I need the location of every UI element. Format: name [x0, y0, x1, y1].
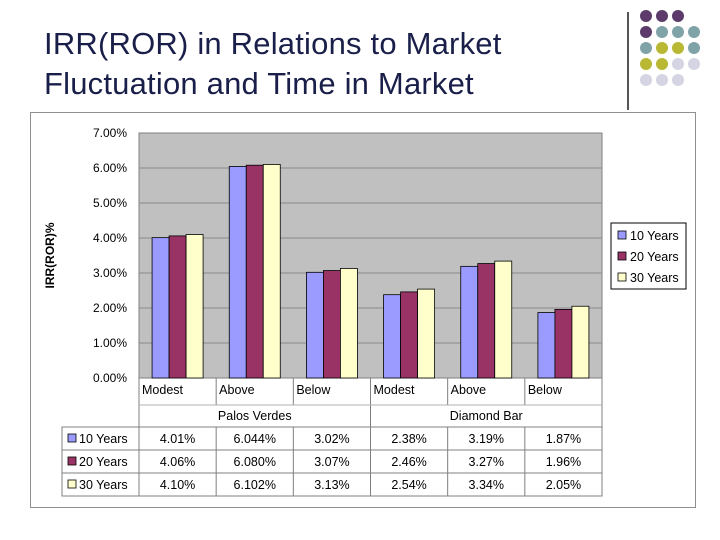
y-tick-label: 5.00%: [93, 196, 127, 210]
decorative-dot: [656, 10, 668, 22]
table-legend-key: [67, 479, 77, 489]
decorative-dot: [688, 26, 700, 38]
decorative-dot: [640, 26, 652, 38]
legend-swatch: [617, 272, 627, 282]
bar-20-years: [323, 270, 341, 379]
y-axis-title: IRR(ROR)%: [43, 222, 57, 288]
decorative-dot: [656, 74, 668, 86]
bar-20-years: [554, 308, 573, 379]
category-label: Below: [528, 383, 563, 397]
legend-label: 10 Years: [630, 229, 679, 243]
bar-30-years: [494, 260, 513, 379]
bar-20-years: [245, 164, 264, 379]
decorative-dot: [640, 74, 652, 86]
title-divider: [627, 12, 629, 110]
bar-30-years: [340, 268, 358, 379]
category-label: Below: [296, 383, 331, 397]
data-label: 3.07%: [314, 455, 349, 469]
chart: 0.00% 1.00% 2.00% 3.00% 4.00% 5.00% 6.00% 7.00%…: [30, 112, 696, 508]
decorative-dot: [672, 26, 684, 38]
decorative-dot: [656, 58, 668, 70]
data-label: 3.19%: [469, 432, 504, 446]
bar-30-years: [417, 288, 435, 379]
bar-10-years: [537, 312, 556, 379]
decorative-dot: [688, 42, 700, 54]
table-series-label: 30 Years: [79, 478, 128, 492]
data-label: 3.02%: [314, 432, 349, 446]
table-legend-key: [67, 456, 77, 466]
data-label: 2.46%: [391, 455, 426, 469]
data-label: 1.87%: [546, 432, 581, 446]
decorative-dot: [672, 10, 684, 22]
bar-10-years: [383, 294, 401, 379]
decorative-dot: [656, 42, 668, 54]
decorative-dot: [672, 58, 684, 70]
bar-30-years: [262, 164, 281, 379]
bar-20-years: [168, 235, 187, 379]
decorative-dot: [672, 74, 684, 86]
table-series-label: 10 Years: [79, 432, 128, 446]
decorative-dot: [640, 10, 652, 22]
table-border: [61, 426, 603, 497]
legend-label: 20 Years: [630, 250, 679, 264]
data-label: 2.54%: [391, 478, 426, 492]
y-tick-label: 2.00%: [93, 301, 127, 315]
decorative-dot: [672, 42, 684, 54]
category-label: Modest: [374, 383, 416, 397]
data-label: 4.06%: [160, 455, 195, 469]
group-label: Diamond Bar: [450, 409, 523, 423]
table-legend-key: [67, 433, 77, 443]
category-label: Above: [451, 383, 486, 397]
data-label: 3.34%: [469, 478, 504, 492]
data-label: 6.102%: [234, 478, 276, 492]
plot-area: [138, 132, 603, 379]
category-label: Modest: [142, 383, 184, 397]
decorative-dot: [656, 26, 668, 38]
legend-label: 30 Years: [630, 271, 679, 285]
y-tick-label: 4.00%: [93, 231, 127, 245]
legend-swatch: [617, 230, 627, 240]
y-tick-label: 0.00%: [93, 371, 127, 385]
y-tick-label: 7.00%: [93, 126, 127, 140]
bar-10-years: [460, 265, 479, 379]
data-label: 6.080%: [234, 455, 276, 469]
bar-30-years: [571, 305, 590, 379]
data-label: 3.13%: [314, 478, 349, 492]
data-label: 3.27%: [469, 455, 504, 469]
slide-title: IRR(ROR) in Relations to Market Fluctuat…: [44, 24, 624, 104]
decorative-dot: [640, 58, 652, 70]
title-line-1: IRR(ROR) in Relations to Market: [44, 26, 502, 61]
bar-20-years: [400, 291, 418, 379]
bar-10-years: [306, 271, 324, 379]
group-label: Palos Verdes: [218, 409, 292, 423]
bar-10-years: [228, 166, 247, 379]
data-label: 6.044%: [234, 432, 276, 446]
y-tick-label: 6.00%: [93, 161, 127, 175]
data-label: 4.10%: [160, 478, 195, 492]
data-label: 2.38%: [391, 432, 426, 446]
data-label: 1.96%: [546, 455, 581, 469]
bar-20-years: [477, 263, 496, 379]
category-label: Above: [219, 383, 254, 397]
data-label: 4.01%: [160, 432, 195, 446]
decorative-dot: [688, 58, 700, 70]
title-line-2: Fluctuation and Time in Market: [44, 66, 474, 101]
table-series-label: 20 Years: [79, 455, 128, 469]
data-label: 2.05%: [546, 478, 581, 492]
decorative-dot-grid: [640, 10, 720, 122]
legend-swatch: [617, 251, 627, 261]
decorative-dot: [640, 42, 652, 54]
bar-30-years: [185, 234, 204, 379]
bar-10-years: [151, 237, 170, 379]
y-tick-label: 1.00%: [93, 336, 127, 350]
y-tick-label: 3.00%: [93, 266, 127, 280]
